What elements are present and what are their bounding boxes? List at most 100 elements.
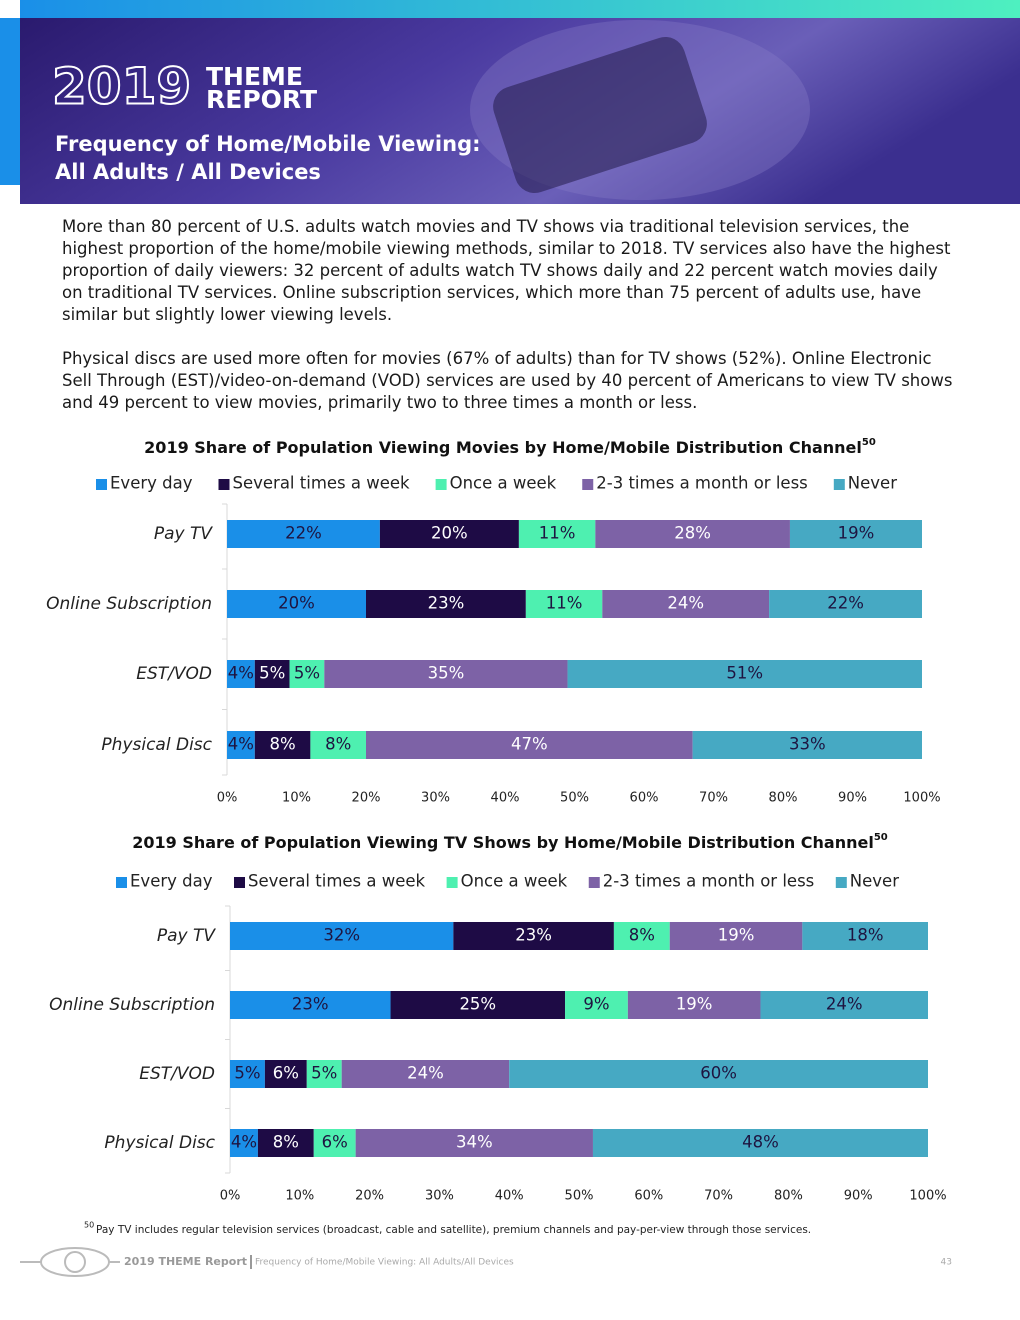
legend-item: Never [833, 474, 897, 493]
category-label: EST/VOD [139, 1064, 215, 1084]
legend-swatch [582, 479, 594, 490]
value-label: 20% [278, 594, 315, 613]
category-label: Physical Disc [104, 1133, 215, 1153]
bar-segment [379, 520, 519, 548]
bar-segment [769, 590, 922, 618]
x-tick-label: 0% [217, 791, 238, 806]
value-label: 11% [539, 524, 576, 543]
bar-segment [518, 520, 596, 548]
paragraph: More than 80 percent of U.S. adults watc… [62, 217, 951, 324]
x-tick-label: 20% [355, 1189, 384, 1204]
bar-segment [627, 991, 761, 1019]
x-tick-label: 70% [704, 1189, 733, 1204]
category-label: Pay TV [157, 926, 217, 946]
bar-segment [313, 1129, 356, 1157]
bar-segment [264, 1060, 307, 1088]
chart-title-text: 2019 Share of Population Viewing Movies … [144, 438, 862, 457]
legend-swatch [116, 877, 127, 888]
value-label: 6% [322, 1133, 348, 1152]
bar-segment [306, 1060, 342, 1088]
header-year: 2019 [52, 58, 191, 116]
value-label: 22% [285, 524, 322, 543]
x-tick-label: 90% [838, 791, 867, 806]
legend-item: Every day [96, 474, 193, 493]
header-brand: REPORT [206, 85, 317, 114]
value-label: 4% [231, 1133, 257, 1152]
chart-title-superscript: 50 [862, 437, 876, 448]
value-label: 32% [323, 926, 360, 945]
legend-label: Several times a week [248, 872, 426, 891]
header-subtitle: All Adults / All Devices [55, 160, 321, 184]
footer-report: 2019 THEME Report [124, 1255, 247, 1268]
bar-segment [692, 731, 922, 759]
x-tick-label: 90% [844, 1189, 873, 1204]
x-tick-label: 50% [560, 791, 589, 806]
value-label: 28% [674, 524, 711, 543]
bar-segment [760, 991, 928, 1019]
header-side-band [0, 18, 20, 185]
value-label: 8% [273, 1133, 299, 1152]
legend-label: Once a week [450, 474, 557, 493]
legend-item: Every day [116, 872, 213, 891]
x-tick-label: 30% [421, 791, 450, 806]
legend-label: 2-3 times a month or less [596, 474, 808, 493]
value-label: 33% [789, 735, 826, 754]
value-label: 48% [742, 1133, 779, 1152]
header-subtitle: Frequency of Home/Mobile Viewing: [55, 132, 481, 156]
bar-segment [592, 1129, 928, 1157]
bar-segment [257, 1129, 314, 1157]
value-label: 19% [838, 524, 875, 543]
bar-segment [310, 731, 366, 759]
x-tick-label: 60% [634, 1189, 663, 1204]
legend-item: 2-3 times a month or less [588, 872, 815, 891]
value-label: 24% [826, 995, 863, 1014]
value-label: 9% [583, 995, 609, 1014]
bar-segment [390, 991, 566, 1019]
value-label: 24% [407, 1064, 444, 1083]
legend-label: Never [848, 474, 897, 493]
value-label: 34% [456, 1133, 493, 1152]
header-brand: THEME [206, 62, 303, 91]
bar-segment [227, 731, 255, 759]
legend-swatch [833, 479, 845, 490]
value-label: 8% [629, 926, 655, 945]
value-label: 4% [228, 735, 254, 754]
category-label: Online Subscription [49, 995, 215, 1015]
value-label: 5% [311, 1064, 337, 1083]
legend-swatch [218, 479, 230, 490]
x-tick-label: 80% [769, 791, 798, 806]
legend-item: 2-3 times a month or less [582, 474, 808, 493]
chart-title-text: 2019 Share of Population Viewing TV Show… [132, 833, 874, 852]
bar-segment [567, 660, 922, 688]
legend-item: Several times a week [234, 872, 426, 891]
page-number: 43 [941, 1258, 952, 1268]
legend-swatch [435, 479, 447, 490]
bar-segment [227, 520, 380, 548]
value-label: 11% [546, 594, 583, 613]
bar-segment [565, 991, 628, 1019]
bar-segment [525, 590, 603, 618]
legend-label: 2-3 times a month or less [603, 872, 815, 891]
chart-title-superscript: 50 [874, 832, 888, 843]
bar-segment [254, 660, 290, 688]
value-label: 25% [459, 995, 496, 1014]
x-tick-label: 40% [495, 1189, 524, 1204]
x-tick-label: 50% [565, 1189, 594, 1204]
bar-segment [453, 922, 614, 950]
paragraph: Physical discs are used more often for m… [62, 349, 953, 412]
footnote-text: Pay TV includes regular television servi… [96, 1224, 811, 1236]
legend-swatch [588, 877, 600, 888]
value-label: 18% [847, 926, 884, 945]
value-label: 51% [726, 664, 763, 683]
value-label: 22% [827, 594, 864, 613]
x-tick-label: 0% [220, 1189, 241, 1204]
x-tick-label: 30% [425, 1189, 454, 1204]
bar-segment [254, 731, 311, 759]
value-label: 20% [431, 524, 468, 543]
bar-segment [227, 660, 255, 688]
bar-segment [669, 922, 803, 950]
x-tick-label: 60% [630, 791, 659, 806]
bar-segment [613, 922, 670, 950]
footnote-number: 50 [84, 1221, 94, 1230]
